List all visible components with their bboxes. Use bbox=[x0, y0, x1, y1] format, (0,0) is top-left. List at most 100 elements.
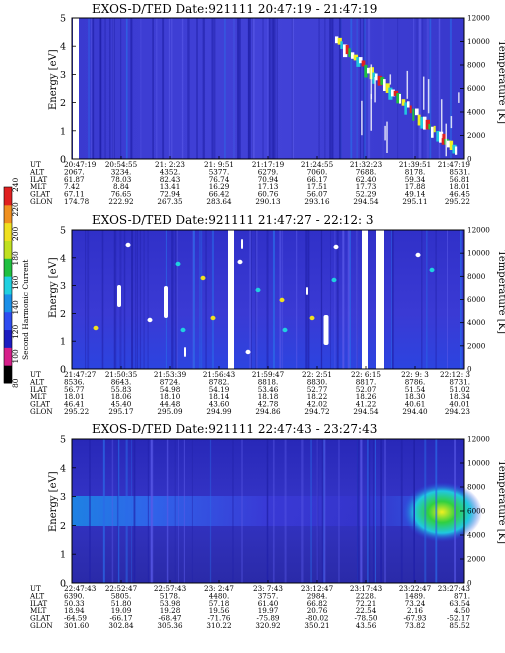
orbit-cell: 294.23 bbox=[445, 407, 471, 416]
panel-1-y2label: Temperature [K] bbox=[496, 40, 505, 124]
orbit-cell: 78.03 bbox=[111, 175, 132, 184]
signature-mark bbox=[359, 57, 363, 64]
streak bbox=[111, 439, 114, 583]
streak bbox=[307, 230, 310, 369]
orbit-cell: 42.02 bbox=[307, 400, 328, 409]
panel-1-dispersion-signature bbox=[335, 36, 460, 157]
orbit-cell: 23:27:43 bbox=[438, 584, 471, 593]
panel-3-ytick: 2 bbox=[60, 521, 66, 532]
signature-mark bbox=[409, 105, 412, 114]
panel-3-peak bbox=[402, 482, 482, 542]
signature-mark bbox=[389, 74, 392, 85]
panel-2-ytick: 4 bbox=[60, 253, 66, 264]
streak bbox=[211, 230, 215, 369]
streak bbox=[272, 230, 275, 369]
streak bbox=[102, 439, 105, 583]
streak bbox=[183, 439, 185, 583]
orbit-cell: 21:24:55 bbox=[301, 160, 334, 169]
streak bbox=[262, 18, 264, 159]
orbit-cell: 55.83 bbox=[111, 385, 132, 394]
colorbar-tick: 100 bbox=[11, 349, 20, 364]
orbit-cell: 21: 2:23 bbox=[155, 160, 185, 169]
colorbar-tick: 200 bbox=[11, 226, 20, 241]
orbit-cell: 72.94 bbox=[160, 190, 181, 199]
streak bbox=[233, 18, 235, 159]
signature-mark bbox=[348, 48, 351, 58]
orbit-cell: 7688. bbox=[356, 167, 377, 176]
streak bbox=[391, 230, 393, 369]
orbit-cell: 82.43 bbox=[160, 175, 181, 184]
orbit-cell: 5805. bbox=[111, 591, 132, 600]
panel-1-title: EXOS-D/TED Date:921111 20:47:19 - 21:47:… bbox=[92, 2, 377, 16]
orbit-cell: 52.29 bbox=[356, 190, 377, 199]
orbit-row-name: UT bbox=[30, 160, 41, 169]
orbit-row-name: MLT bbox=[30, 182, 47, 191]
orbit-cell: -64.59 bbox=[64, 614, 87, 623]
orbit-cell: 20:54:55 bbox=[105, 160, 138, 169]
panel-2-ytick: 0 bbox=[60, 365, 66, 376]
signature-mark bbox=[351, 52, 355, 59]
orbit-cell: 305.36 bbox=[157, 621, 183, 630]
streak bbox=[112, 18, 115, 159]
signature-mark bbox=[455, 146, 458, 155]
orbit-cell: 2.16 bbox=[407, 606, 423, 615]
blob bbox=[241, 239, 243, 249]
streak bbox=[131, 439, 132, 583]
panel-1-ytick: 5 bbox=[60, 14, 66, 25]
orbit-cell: 3757. bbox=[258, 591, 279, 600]
streak bbox=[347, 230, 351, 369]
orbit-cell: 23: 7:43 bbox=[253, 584, 283, 593]
orbit-cell: 4.50 bbox=[454, 606, 470, 615]
orbit-cell: 295.22 bbox=[64, 407, 89, 416]
panel-1-ytick: 0 bbox=[60, 155, 66, 166]
streak bbox=[323, 439, 326, 583]
signature-mark bbox=[423, 116, 427, 130]
orbit-cell: 19.09 bbox=[111, 606, 132, 615]
signature-mark bbox=[361, 60, 366, 67]
colorbar-tick: 180 bbox=[11, 251, 20, 266]
orbit-cell: 46.41 bbox=[64, 400, 85, 409]
orbit-cell: 53.46 bbox=[258, 385, 279, 394]
streak bbox=[150, 439, 152, 583]
orbit-cell: 7.42 bbox=[64, 182, 80, 191]
streak bbox=[272, 439, 275, 583]
orbit-cell: 56.77 bbox=[64, 385, 85, 394]
orbit-cell: 8817. bbox=[356, 377, 377, 386]
orbit-cell: 6390. bbox=[64, 591, 85, 600]
streak bbox=[191, 439, 193, 583]
signature-mark bbox=[407, 101, 410, 108]
panel-1-data-gap bbox=[73, 18, 79, 159]
orbit-cell: 23:12:47 bbox=[301, 584, 334, 593]
signature-mark bbox=[449, 140, 454, 150]
streak bbox=[140, 18, 142, 159]
streak bbox=[384, 439, 387, 583]
panel-3-y2tick: 12000 bbox=[467, 435, 490, 444]
signature-mark bbox=[447, 140, 451, 148]
orbit-cell: 22:52:47 bbox=[105, 584, 138, 593]
orbit-cell: 8.84 bbox=[113, 182, 129, 191]
orbit-cell: 301.60 bbox=[64, 621, 90, 630]
streak bbox=[413, 439, 415, 583]
orbit-cell: 22: 2:51 bbox=[302, 370, 332, 379]
orbit-cell: 51.54 bbox=[405, 385, 426, 394]
streak bbox=[338, 439, 340, 583]
orbit-cell: 50.33 bbox=[64, 599, 85, 608]
signature-mark bbox=[367, 67, 371, 74]
streak bbox=[447, 230, 448, 369]
signature-mark bbox=[391, 89, 395, 97]
orbit-row-name: GLON bbox=[30, 407, 53, 416]
signature-mark bbox=[340, 41, 343, 49]
panel-2-y2tick: 12000 bbox=[467, 226, 490, 235]
orbit-cell: 294.54 bbox=[353, 197, 379, 206]
orbit-cell: 222.92 bbox=[108, 197, 133, 206]
streak bbox=[143, 230, 145, 369]
signature-mark bbox=[415, 108, 419, 116]
orbit-cell: 290.13 bbox=[255, 197, 281, 206]
orbit-cell: 18.01 bbox=[449, 182, 470, 191]
panel-1-y2tick: 8000 bbox=[467, 61, 486, 70]
signature-mark bbox=[431, 126, 434, 138]
streak bbox=[292, 18, 294, 159]
orbit-cell: 295.22 bbox=[445, 197, 470, 206]
panel-3-orbit-table: UT 22:47:43 22:52:47 22:57:43 23: 2:47 23: 7:… bbox=[29, 584, 470, 630]
orbit-cell: 22:57:43 bbox=[154, 584, 187, 593]
